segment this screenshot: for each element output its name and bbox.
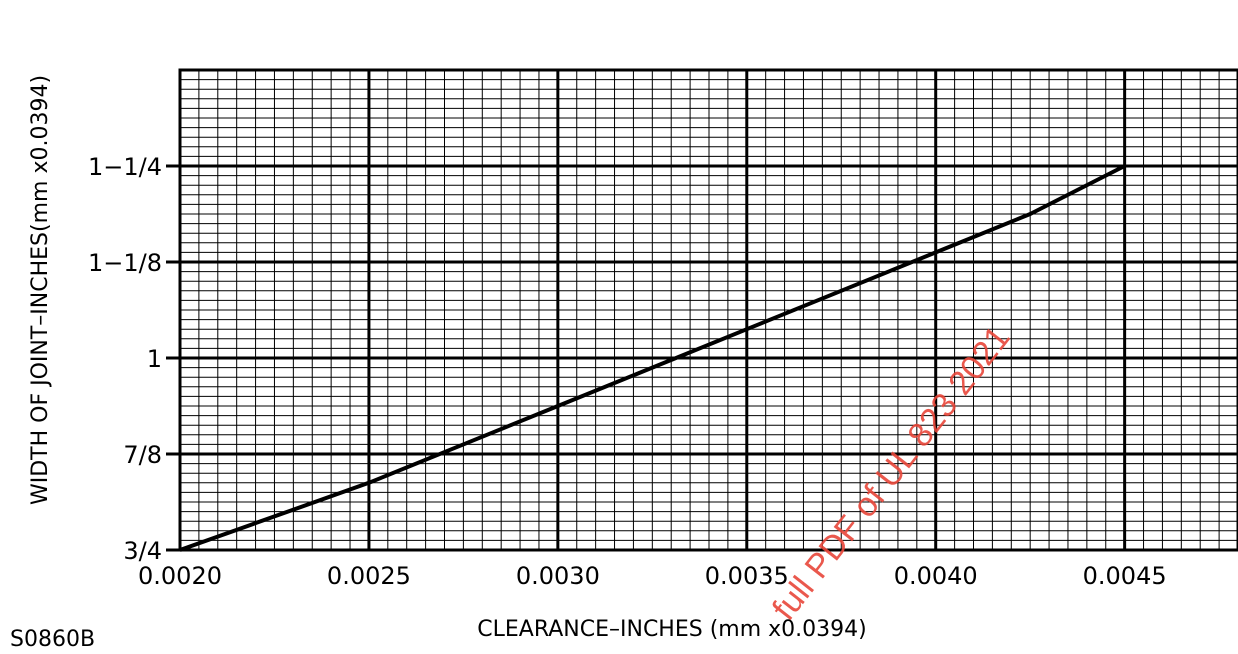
- y-axis-title: WIDTH OF JOINT–INCHES(mm x0.0394): [28, 75, 53, 505]
- series-layer: [179, 164, 1126, 552]
- x-tick-label: 0.0035: [705, 562, 789, 590]
- x-tick-labels: 0.0020 0.0025 0.0030 0.0035 0.0040 0.0045: [138, 562, 1167, 590]
- x-tick-label: 0.0045: [1083, 562, 1167, 590]
- minor-grid: [179, 69, 1238, 551]
- x-tick-label: 0.0020: [138, 562, 222, 590]
- x-axis-title: CLEARANCE–INCHES (mm x0.0394): [477, 617, 866, 642]
- x-tick-label: 0.0025: [327, 562, 411, 590]
- plot-frame: [178, 68, 1238, 552]
- y-tick-labels: 3/4 7/8 1 1−1/8 1−1/4: [88, 153, 162, 565]
- y-tick-label: 1−1/4: [88, 153, 162, 181]
- y-tick-label: 7/8: [123, 441, 162, 469]
- minor-grid-lines: [179, 69, 1238, 551]
- y-tick-label: 1: [147, 345, 162, 373]
- y-tick-label: 3/4: [123, 537, 162, 565]
- x-tick-label: 0.0040: [894, 562, 978, 590]
- y-tick-label: 1−1/8: [88, 249, 162, 277]
- figure-id: S0860B: [10, 627, 95, 652]
- series-line: [179, 164, 1126, 552]
- x-tick-label: 0.0030: [516, 562, 600, 590]
